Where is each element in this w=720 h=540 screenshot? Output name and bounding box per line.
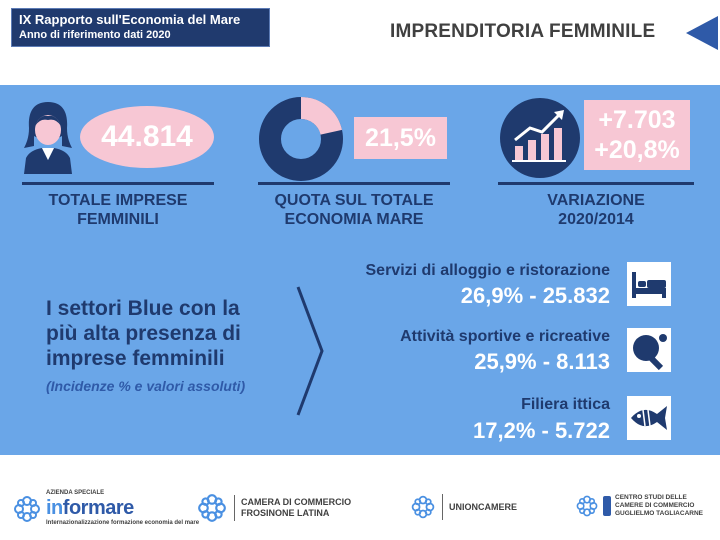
kpi-label-variation: VARIAZIONE 2020/2014 (498, 191, 694, 229)
kpi-label-variation-line2: 2020/2014 (558, 211, 634, 228)
sector-value-sports: 25,9% - 8.113 (474, 349, 610, 374)
sector-value-accommodation: 26,9% - 25.832 (460, 283, 610, 308)
variation-absolute: +7.703 (598, 106, 676, 134)
sectors-intro: I settori Blue con la più alta presenza … (46, 296, 306, 371)
woman-icon (24, 102, 72, 174)
report-subtitle: Anno di riferimento dati 2020 (19, 29, 171, 41)
flower-icon (411, 495, 435, 519)
camera-commercio-name: CAMERA DI COMMERCIO FROSINONE LATINA (241, 497, 351, 519)
unioncamere-logo: UNIONCAMERE (410, 494, 517, 520)
flower-icon (576, 495, 598, 517)
informare-word-a: in (46, 497, 63, 519)
divider (442, 494, 443, 520)
sector-label-fishery: Filiera ittica (521, 396, 610, 413)
informare-word: informare (46, 497, 199, 520)
tagliacarne-name: CENTRO STUDI DELLE CAMERE DI COMMERCIO G… (615, 494, 703, 518)
fish-icon (627, 396, 671, 440)
unioncamere-name: UNIONCAMERE (449, 501, 518, 512)
share-value: 21,5% (354, 117, 447, 159)
variation-percent: +20,8% (594, 136, 680, 164)
flower-icon (198, 494, 226, 522)
sector-label-sports: Attività sportive e ricreative (400, 328, 610, 345)
sector-value-fishery: 17,2% - 5.722 (473, 418, 610, 443)
sectors-intro-line3: imprese femminili (46, 347, 225, 370)
kpi-label-total-line1: TOTALE IMPRESE (48, 192, 188, 209)
total-women-firms-value: 44.814 (80, 106, 214, 168)
sectors-intro-line2: più alta presenza di (46, 322, 241, 345)
kpi-label-share-line2: ECONOMIA MARE (284, 211, 424, 228)
tagliacarne-line2: CAMERE DI COMMERCIO (615, 502, 695, 509)
tagliacarne-line3: GUGLIELMO TAGLIACARNE (615, 510, 703, 517)
report-title: IX Rapporto sull'Economia del Mare (19, 12, 241, 27)
variation-values: +7.703 +20,8% (584, 100, 690, 170)
kpi-label-total: TOTALE IMPRESE FEMMINILI (22, 191, 214, 229)
flower-icon (14, 495, 40, 522)
triangle-left-icon[interactable] (686, 16, 718, 50)
ping-pong-icon (627, 328, 671, 372)
informare-small-top: AZIENDA SPECIALE (46, 490, 105, 496)
kpi-label-share: QUOTA SUL TOTALE ECONOMIA MARE (250, 191, 458, 229)
donut-chart-icon (259, 97, 343, 181)
sectors-intro-line1: I settori Blue con la (46, 297, 240, 320)
informare-logo: AZIENDA SPECIALE informare Internazional… (12, 490, 199, 527)
kpi-divider-2 (258, 182, 450, 185)
camera-commercio-logo: CAMERA DI COMMERCIO FROSINONE LATINA (196, 492, 351, 524)
informare-word-c: mare (87, 497, 134, 519)
camera-line1: CAMERA DI COMMERCIO (241, 497, 352, 507)
divider (234, 495, 235, 521)
section-title: IMPRENDITORIA FEMMINILE (390, 21, 656, 42)
bed-icon (627, 262, 671, 306)
kpi-divider-3 (498, 182, 694, 185)
tagliacarne-mark-icon (603, 496, 611, 516)
tagliacarne-logo: CENTRO STUDI DELLE CAMERE DI COMMERCIO G… (575, 494, 703, 518)
informare-word-b: for (62, 497, 89, 519)
camera-line2: FROSINONE LATINA (241, 508, 330, 518)
tagliacarne-line1: CENTRO STUDI DELLE (615, 494, 687, 501)
kpi-label-total-line2: FEMMINILI (77, 211, 159, 228)
chevron-right-icon (296, 286, 324, 416)
kpi-label-variation-line1: VARIAZIONE (547, 192, 645, 209)
sector-label-accommodation: Servizi di alloggio e ristorazione (365, 262, 611, 279)
kpi-label-share-line1: QUOTA SUL TOTALE (274, 192, 434, 209)
informare-small-bottom: Internazionalizzazione formazione econom… (46, 520, 200, 526)
growth-chart-icon (500, 98, 580, 178)
sectors-note: (Incidenze % e valori assoluti) (46, 378, 246, 394)
report-title-box: IX Rapporto sull'Economia del Mare Anno … (11, 8, 270, 47)
kpi-divider-1 (22, 182, 214, 185)
